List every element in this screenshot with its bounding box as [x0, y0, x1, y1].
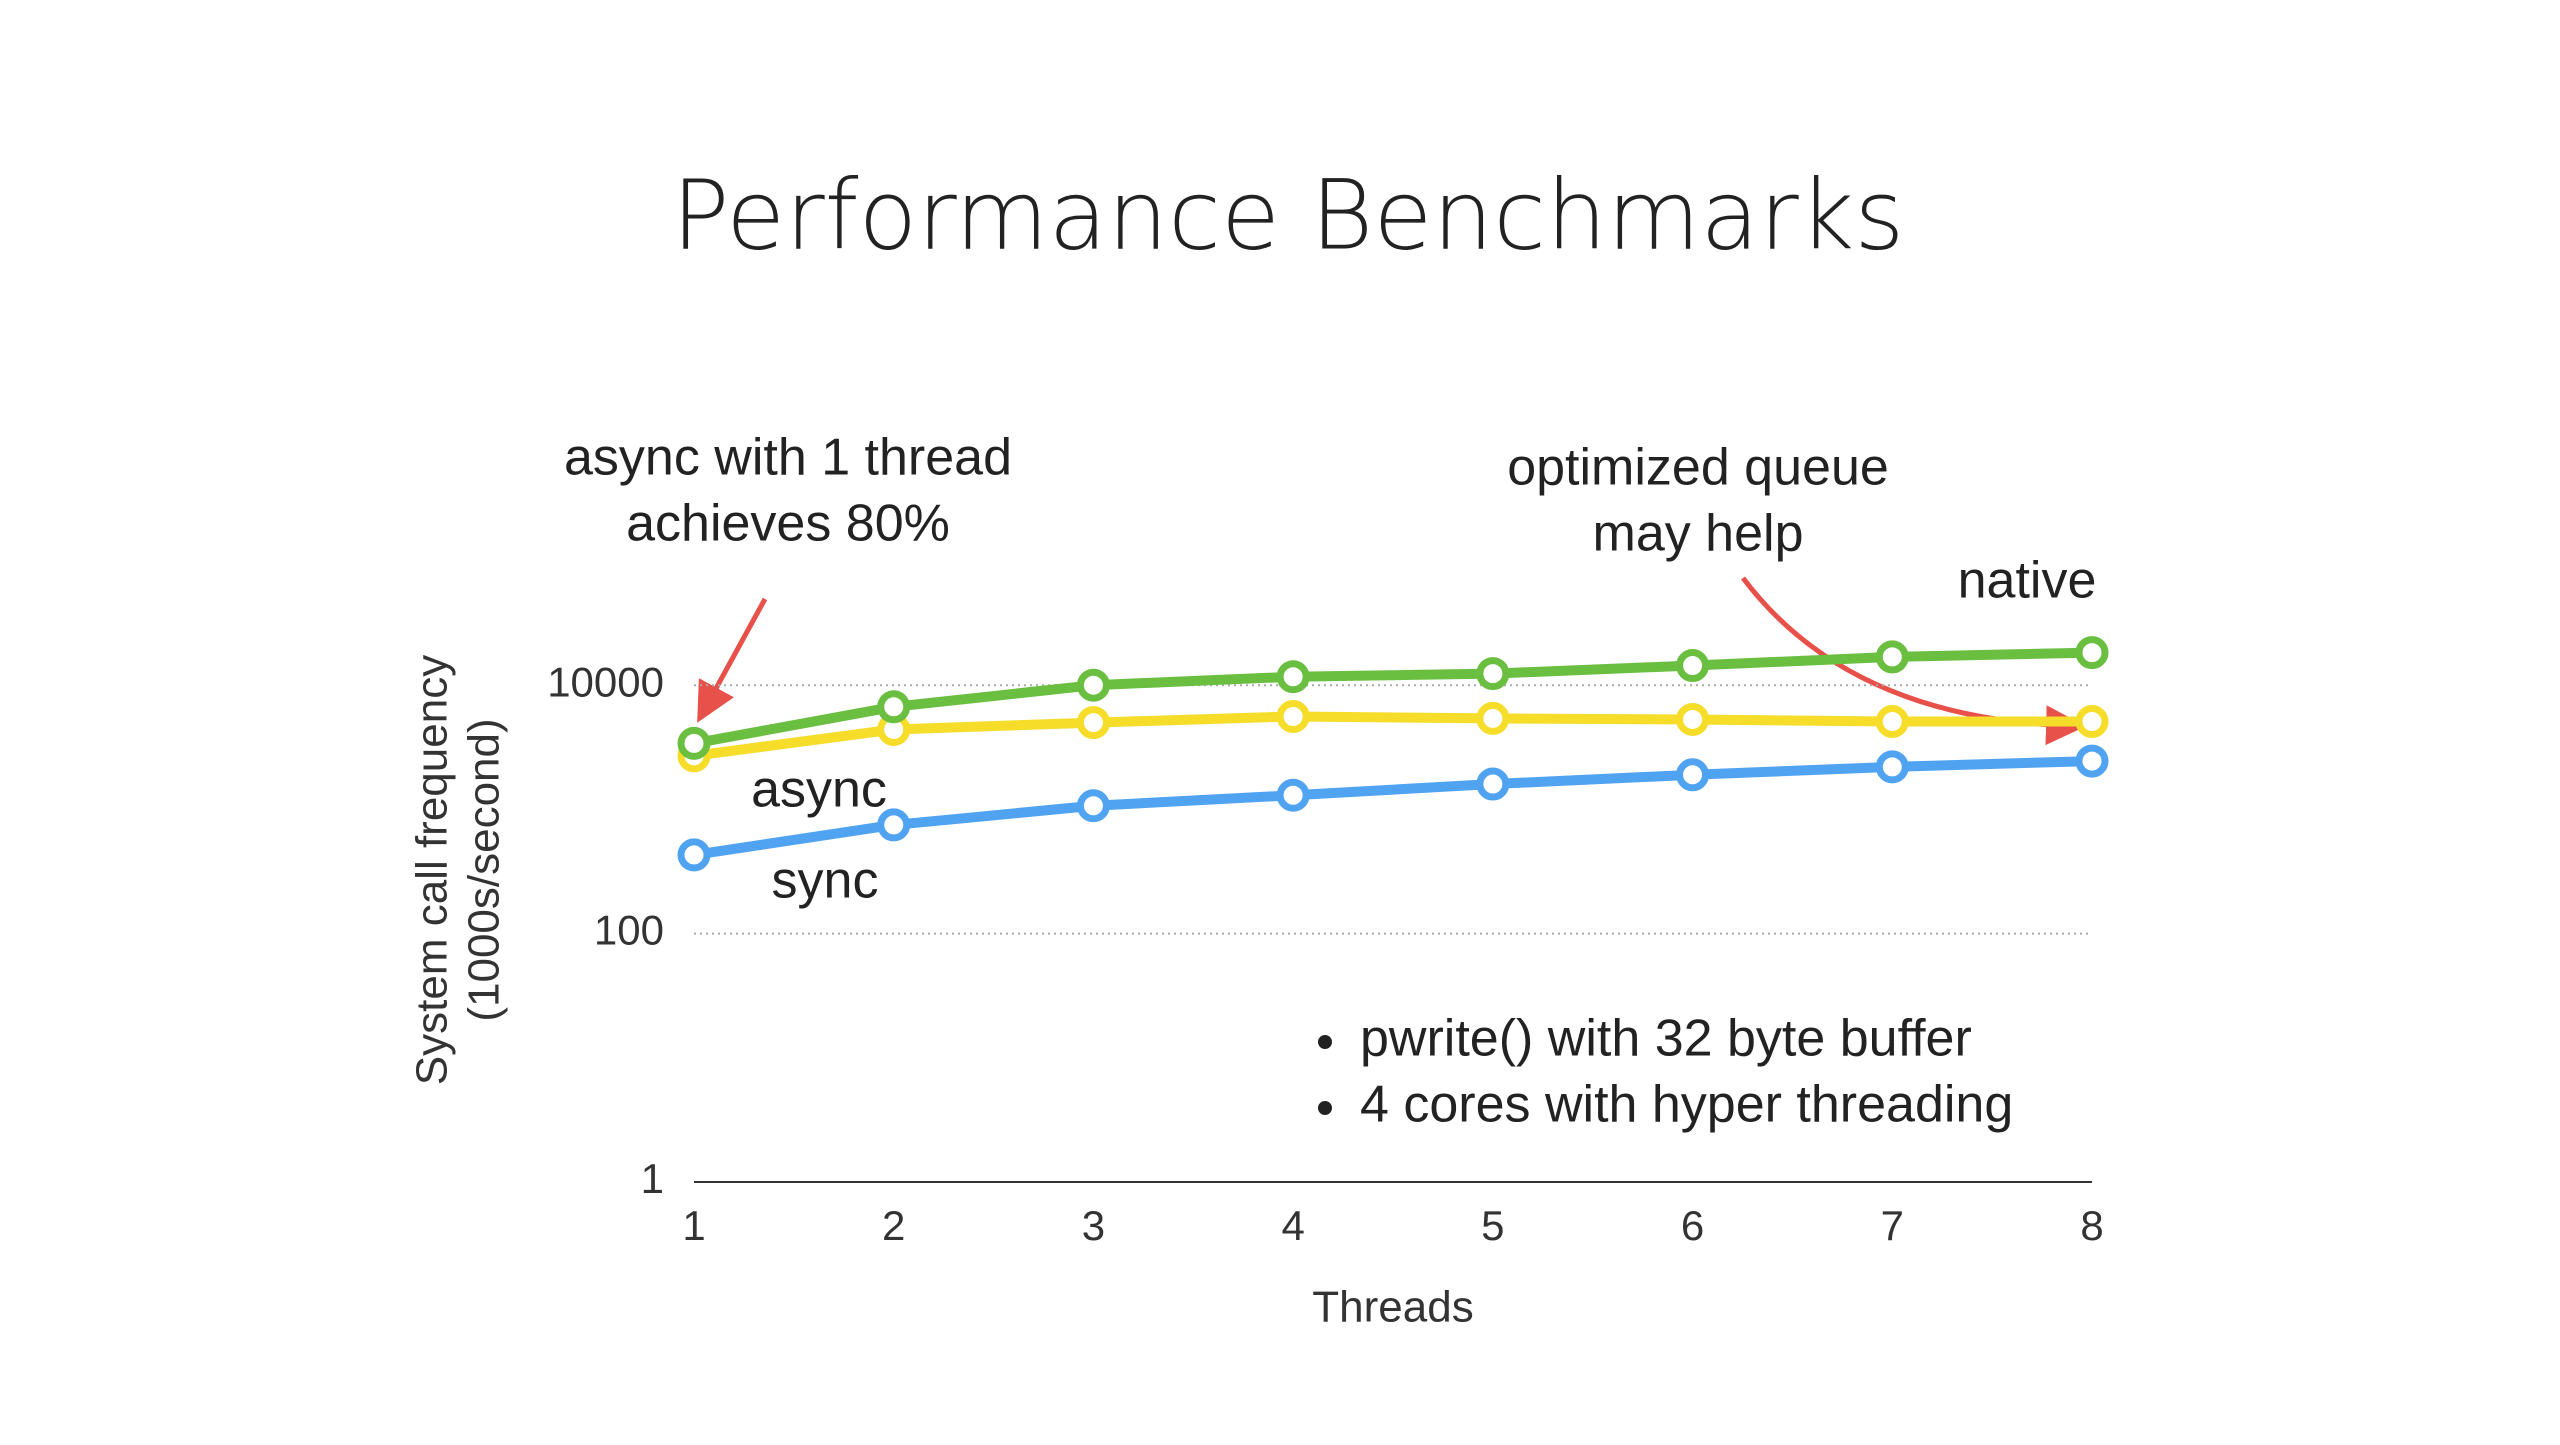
y-tick-label: 1 [641, 1155, 664, 1202]
point [1276, 778, 1310, 812]
point [877, 690, 911, 724]
bullet [1318, 1101, 1332, 1115]
note: pwrite() with 32 byte buffer [1360, 1010, 1972, 1068]
y-axis-label: (1000s/second) [460, 718, 509, 1021]
point [877, 808, 911, 842]
arrow [697, 597, 768, 723]
point [1676, 702, 1710, 736]
point [2075, 744, 2109, 778]
point [1875, 640, 1909, 674]
x-tick-label: 3 [1082, 1202, 1105, 1249]
point [1076, 706, 1110, 740]
point [1875, 705, 1909, 739]
annotation: may help [1593, 505, 1804, 563]
annotation: optimized queue [1507, 439, 1889, 497]
point [1676, 649, 1710, 683]
point [1476, 701, 1510, 735]
x-tick-label: 5 [1481, 1202, 1504, 1249]
series-line [693, 647, 2093, 749]
y-tick-label: 100 [594, 907, 664, 954]
chart-title: Performance Benchmarks [672, 159, 1905, 271]
series-label: native [1958, 552, 2097, 610]
point [1276, 660, 1310, 694]
x-tick-label: 6 [1681, 1202, 1704, 1249]
y-tick-label: 10000 [547, 658, 664, 705]
bullet [1318, 1035, 1332, 1049]
point [1476, 767, 1510, 801]
series-line [693, 711, 2092, 761]
point [677, 726, 711, 760]
point [1076, 668, 1110, 702]
x-tick-label: 2 [882, 1202, 905, 1249]
x-tick-label: 1 [682, 1202, 705, 1249]
series-label: async [751, 761, 887, 819]
y-axis-label: System call frequency [408, 655, 457, 1085]
point [677, 838, 711, 872]
point [1875, 750, 1909, 784]
point [1476, 657, 1510, 691]
x-axis-label: Threads [1312, 1283, 1473, 1332]
point [1676, 758, 1710, 792]
series-label: sync [772, 852, 879, 910]
point [2075, 636, 2109, 670]
annotation: async with 1 thread [564, 429, 1012, 487]
point [2075, 705, 2109, 739]
x-tick-label: 8 [2080, 1202, 2103, 1249]
point [1276, 699, 1310, 733]
series-line [693, 756, 2093, 860]
point [1076, 789, 1110, 823]
x-tick-label: 7 [1881, 1202, 1904, 1249]
annotation: achieves 80% [626, 495, 950, 553]
x-tick-label: 4 [1281, 1202, 1304, 1249]
note: 4 cores with hyper threading [1360, 1076, 2013, 1134]
